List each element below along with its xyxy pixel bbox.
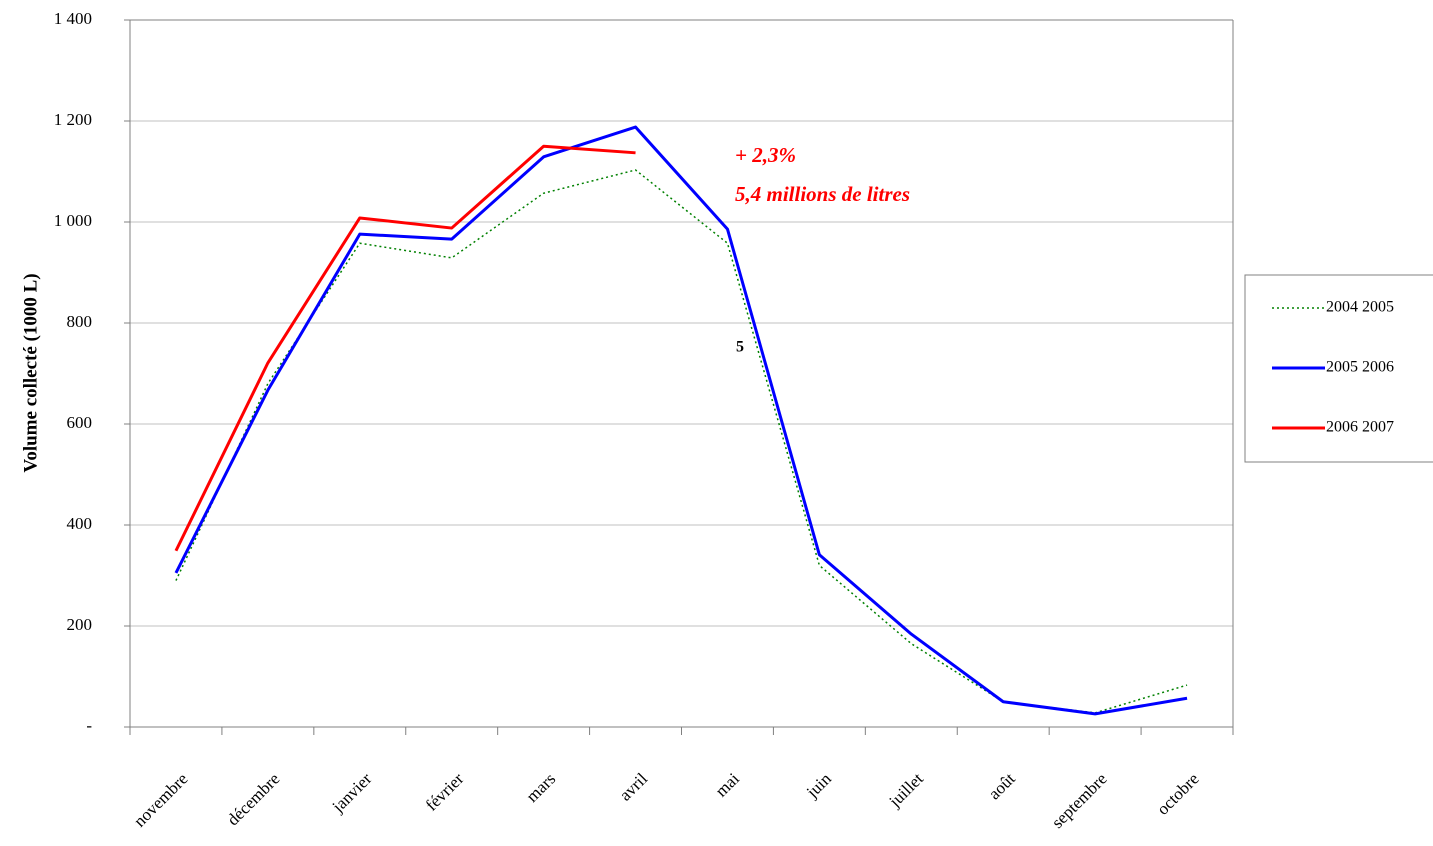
y-tick-label: 800 [67,312,93,331]
y-tick-label: 1 200 [54,110,92,129]
legend-label: 2006 2007 [1326,419,1394,436]
line-series [174,125,1188,716]
x-tick-label: août [985,769,1019,803]
x-tick-label: mai [712,769,744,801]
legend-label: 2005 2006 [1326,359,1394,376]
x-tick-label: janvier [328,769,376,817]
line-series [175,169,1188,714]
y-tick-label: - [86,716,92,735]
y-axis-label: Volume collecté (1000 L) [20,273,41,472]
x-tick-label: novembre [130,769,192,831]
y-tick-label: 400 [67,514,93,533]
y-tick-label: 1 000 [54,211,92,230]
x-tick-label: octobre [1153,769,1202,818]
y-tick-label: 200 [67,615,93,634]
legend-label: 2004 2005 [1326,299,1394,316]
x-tick-label: décembre [223,769,283,829]
x-tick-label: juin [802,769,835,802]
y-tick-label: 600 [67,413,93,432]
x-tick-label: février [422,769,468,815]
line-series [174,144,636,552]
y-tick-label: 1 400 [54,9,92,28]
annotation: + 2,3% [735,143,796,167]
x-tick-label: septembre [1048,769,1111,832]
x-tick-label: juillet [885,769,927,811]
annotation: 5,4 millions de litres [735,182,910,206]
x-tick-label: avril [616,769,652,805]
x-tick-label: mars [522,769,559,806]
annotation: 5 [736,339,744,356]
